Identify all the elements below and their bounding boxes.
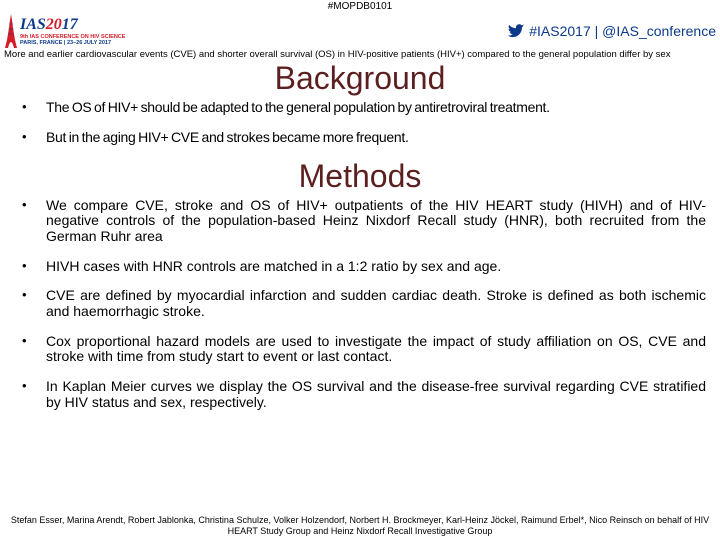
background-list: The OS of HIV+ should be adapted to the … [0, 100, 720, 145]
list-item: Cox proportional hazard models are used … [22, 334, 706, 365]
logo-subline-2: PARIS, FRANCE | 23–26 JULY 2017 [20, 41, 125, 47]
logo-17: 17 [62, 16, 78, 33]
list-item: But in the aging HIV+ CVE and strokes be… [22, 130, 706, 146]
hashtag-block: #IAS2017 | @IAS_conference [507, 22, 716, 40]
list-item: We compare CVE, stroke and OS of HIV+ ou… [22, 198, 706, 245]
list-item: HIVH cases with HNR controls are matched… [22, 259, 706, 275]
logo-20: 20 [46, 16, 62, 33]
ias-logo-text: IAS2017 [20, 16, 78, 33]
header-row: IAS2017 9th IAS CONFERENCE ON HIV SCIENC… [0, 12, 720, 50]
list-item: In Kaplan Meier curves we display the OS… [22, 379, 706, 410]
hashtag-text: #IAS2017 | @IAS_conference [529, 23, 716, 39]
footer-authors: Stefan Esser, Marina Arendt, Robert Jabl… [0, 515, 720, 536]
code-top: #MOPDB0101 [0, 0, 720, 12]
logo-text-block: IAS2017 9th IAS CONFERENCE ON HIV SCIENC… [20, 16, 125, 46]
twitter-icon [507, 22, 525, 40]
conference-logo: IAS2017 9th IAS CONFERENCE ON HIV SCIENC… [4, 14, 125, 48]
methods-heading: Methods [0, 160, 720, 192]
logo-ias: IAS [20, 16, 46, 33]
list-item: CVE are defined by myocardial infarction… [22, 288, 706, 319]
methods-list: We compare CVE, stroke and OS of HIV+ ou… [0, 198, 720, 411]
eiffel-icon [4, 14, 18, 48]
list-item: The OS of HIV+ should be adapted to the … [22, 100, 706, 116]
background-heading: Background [0, 62, 720, 94]
